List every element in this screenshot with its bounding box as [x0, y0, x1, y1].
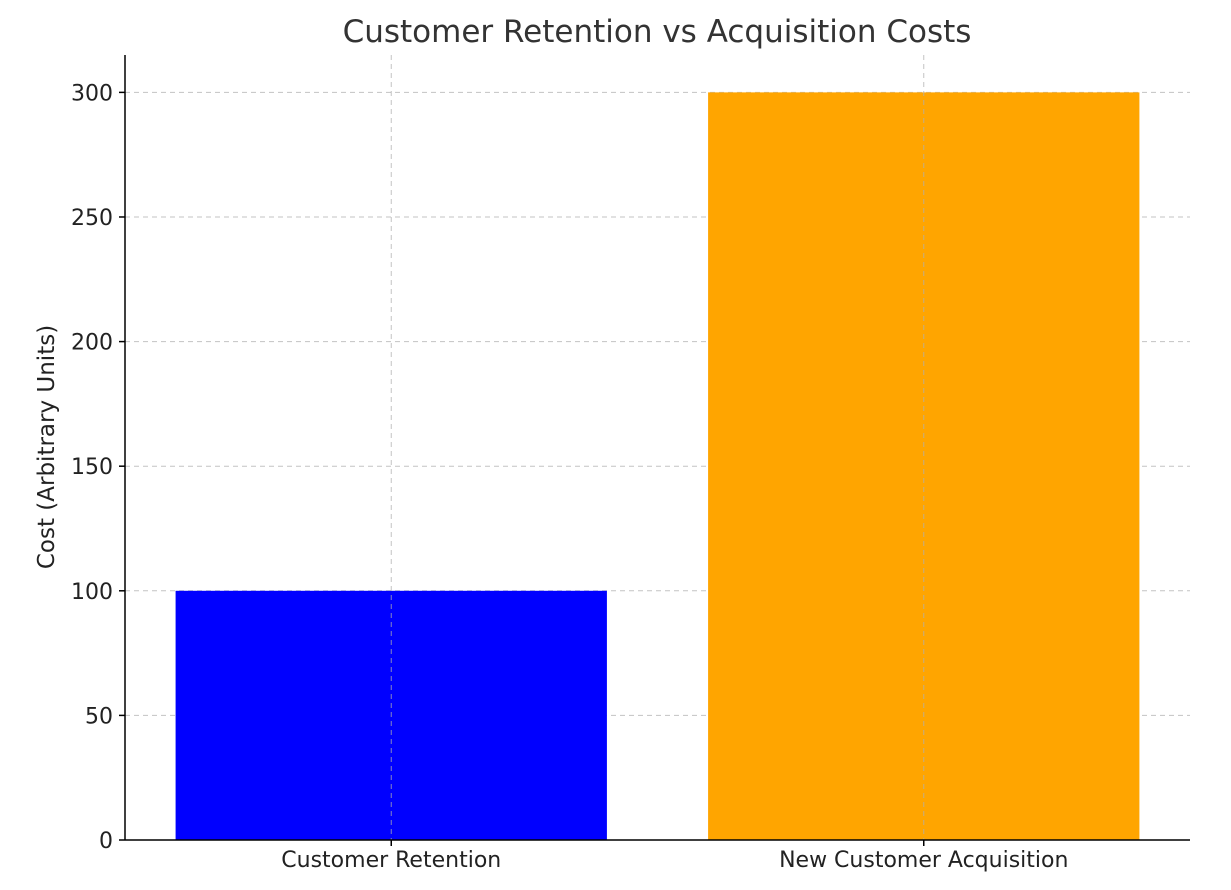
y-tick-label: 250 — [71, 206, 113, 231]
y-tick-label: 300 — [71, 81, 113, 106]
y-tick-label: 0 — [99, 829, 113, 854]
bar — [708, 92, 1140, 840]
axes — [119, 55, 1190, 846]
y-axis-label: Cost (Arbitrary Units) — [34, 325, 60, 569]
chart-title: Customer Retention vs Acquisition Costs — [343, 14, 972, 50]
tick-labels: 0 50 100 150 200 250 300 Customer Retention New … — [71, 81, 1068, 873]
x-tick-label: Customer Retention — [281, 848, 501, 873]
bars — [175, 55, 1140, 840]
y-tick-label: 150 — [71, 455, 113, 480]
y-tick-label: 200 — [71, 331, 113, 356]
x-tick-label: New Customer Acquisition — [779, 848, 1068, 873]
y-tick-label: 50 — [85, 704, 113, 729]
y-tick-label: 100 — [71, 580, 113, 605]
